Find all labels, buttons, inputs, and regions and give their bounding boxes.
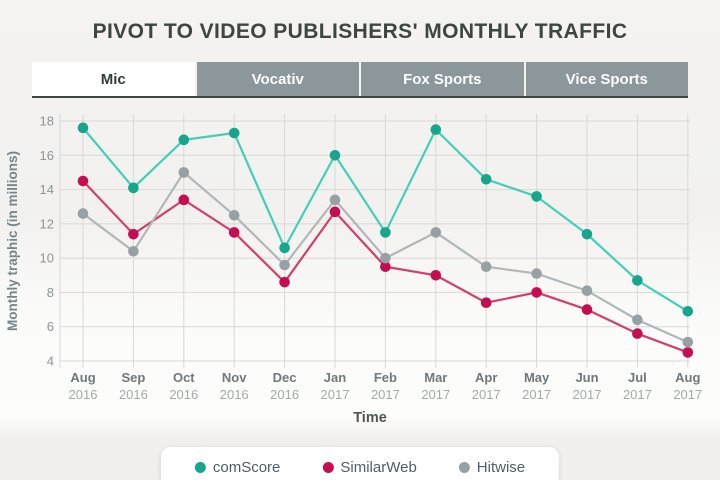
svg-text:2017: 2017 — [573, 387, 602, 402]
svg-text:Nov: Nov — [222, 370, 247, 385]
chart-series-lines — [77, 122, 694, 358]
y-axis-title: Monthly traphic (in millions) — [5, 151, 20, 331]
legend-item-hitwise[interactable]: Hitwise — [458, 458, 526, 476]
legend-dot-icon — [458, 461, 470, 473]
tab-fox-sports[interactable]: Fox Sports — [361, 62, 524, 96]
svg-text:May: May — [524, 370, 550, 385]
traffic-line-chart: 18 16 14 12 10 8 6 4 Aug 2016 Sep 2016 Oct 2016 Nov 201… — [5, 114, 703, 427]
svg-text:2017: 2017 — [522, 387, 551, 402]
svg-text:Oct: Oct — [173, 370, 195, 385]
svg-text:Jun: Jun — [575, 370, 598, 385]
page-title: PIVOT TO VIDEO PUBLISHERS' MONTHLY TRAFF… — [92, 20, 628, 43]
tab-bar-underline — [32, 96, 688, 98]
svg-text:10: 10 — [40, 251, 54, 266]
svg-text:Mar: Mar — [424, 370, 447, 385]
x-axis-title: Time — [353, 410, 387, 426]
chart-axis-tick-labels: 18 16 14 12 10 8 6 4 Aug 2016 Sep 2016 Oct 2016 Nov 201… — [40, 114, 703, 403]
tab-mic[interactable]: Mic — [32, 62, 195, 96]
svg-text:Feb: Feb — [374, 370, 397, 385]
svg-text:2016: 2016 — [169, 387, 198, 402]
tab-vice-sports[interactable]: Vice Sports — [525, 62, 688, 96]
svg-text:2016: 2016 — [270, 387, 299, 402]
svg-text:2016: 2016 — [69, 387, 98, 402]
svg-text:8: 8 — [47, 285, 54, 300]
chart-legend: comScore SimilarWeb Hitwise — [160, 447, 560, 480]
svg-text:2016: 2016 — [220, 387, 249, 402]
svg-text:12: 12 — [40, 216, 54, 231]
legend-dot-icon — [194, 461, 206, 473]
svg-text:Dec: Dec — [273, 370, 297, 385]
svg-text:Aug: Aug — [675, 370, 700, 385]
svg-text:2017: 2017 — [673, 387, 702, 402]
legend-item-similarweb[interactable]: SimilarWeb — [322, 458, 417, 476]
legend-label: Hitwise — [476, 458, 526, 476]
legend-label: SimilarWeb — [340, 458, 417, 476]
svg-text:Aug: Aug — [70, 370, 95, 385]
tab-vocativ[interactable]: Vocativ — [196, 62, 359, 96]
svg-text:6: 6 — [47, 319, 54, 334]
svg-text:Apr: Apr — [475, 370, 497, 385]
svg-text:2017: 2017 — [371, 387, 400, 402]
svg-text:14: 14 — [40, 182, 54, 197]
svg-text:16: 16 — [40, 148, 54, 163]
svg-text:2016: 2016 — [119, 387, 148, 402]
svg-text:2017: 2017 — [321, 387, 350, 402]
svg-text:18: 18 — [40, 114, 54, 129]
svg-text:Sep: Sep — [121, 370, 145, 385]
legend-item-comscore[interactable]: comScore — [194, 458, 281, 476]
svg-text:2017: 2017 — [421, 387, 450, 402]
svg-text:4: 4 — [47, 354, 54, 369]
legend-label: comScore — [212, 458, 281, 476]
chart-gridlines — [59, 114, 690, 368]
svg-text:2017: 2017 — [472, 387, 501, 402]
tab-bar: Mic Vocativ Fox Sports Vice Sports — [32, 62, 688, 96]
legend-dot-icon — [322, 461, 334, 473]
svg-text:Jan: Jan — [324, 370, 346, 385]
svg-text:Jul: Jul — [628, 370, 647, 385]
svg-text:2017: 2017 — [623, 387, 652, 402]
